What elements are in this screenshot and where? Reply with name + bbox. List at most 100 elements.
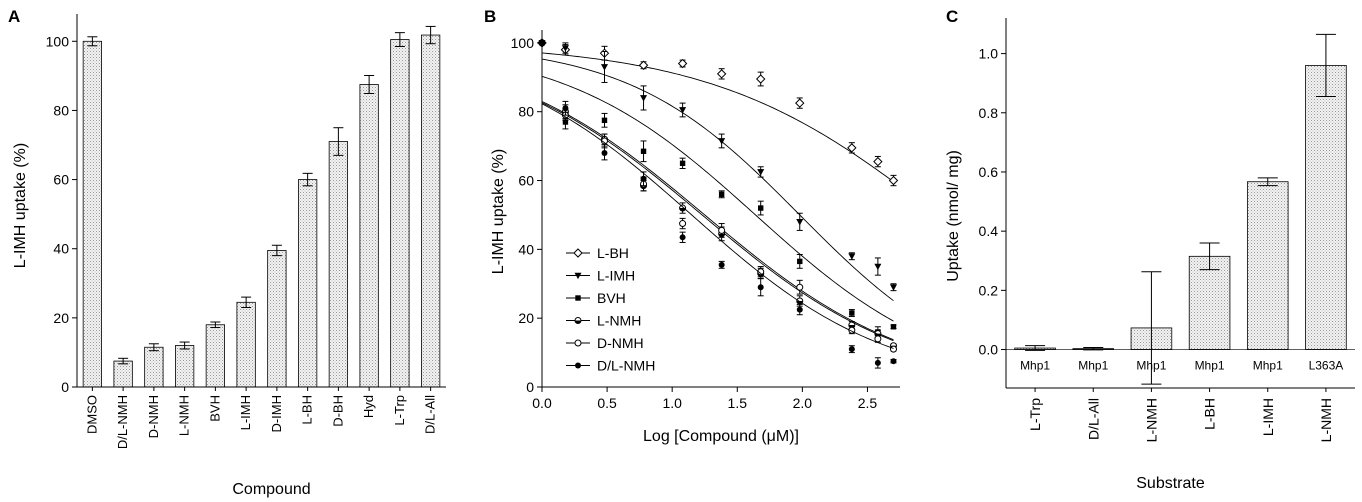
- fit-curve: [541, 103, 894, 349]
- y-axis-title: L-IMH uptake (%): [12, 143, 29, 268]
- panel-b-chart: 0 20 40 60 80 100 0.0 0.5 1.0 1.5 2.0 2.5 L-IMH upta…: [490, 30, 900, 445]
- x-axis-title: Compound: [232, 481, 310, 498]
- x-tick-label: L-NMH: [1318, 398, 1334, 442]
- x-tick-label: L-IMH: [1260, 398, 1276, 436]
- x-tick-label: Hyd: [361, 395, 376, 418]
- data-point: [889, 284, 897, 291]
- x-tick-label: L-BH: [300, 395, 315, 425]
- y-tick-label: 0: [526, 379, 534, 395]
- data-point: [796, 219, 804, 226]
- y-tick-label: 0.0: [979, 342, 999, 358]
- data-point: [848, 253, 856, 260]
- x-tick-label: D/L-NMH: [115, 395, 130, 449]
- data-point: [874, 335, 882, 343]
- y-tick-label: 1.0: [979, 46, 999, 62]
- legend-item: BVH: [566, 290, 626, 306]
- bar: [82, 40, 103, 388]
- data-point: [795, 98, 805, 108]
- fit-curve: [541, 102, 894, 342]
- bar: [174, 345, 195, 388]
- bar: [1305, 65, 1347, 350]
- data-point: [890, 324, 897, 330]
- bar-label: Mhp1: [1020, 359, 1050, 373]
- fit-curve: [541, 52, 894, 183]
- x-tick-label: 2.5: [858, 395, 878, 411]
- bar-label: Mhp1: [1253, 359, 1283, 373]
- legend-label: D/L-NMH: [597, 358, 655, 374]
- data-point: [757, 268, 765, 276]
- data-point: [640, 95, 648, 102]
- data-point: [574, 272, 582, 280]
- data-point: [677, 58, 688, 69]
- panel-label-c: C: [946, 7, 958, 26]
- x-tick-label: DMSO: [84, 395, 99, 434]
- y-tick-label: 20: [518, 310, 534, 326]
- data-point: [797, 258, 803, 265]
- data-point: [640, 148, 647, 154]
- y-tick-label: 40: [53, 241, 69, 257]
- data-point: [874, 359, 881, 366]
- data-point: [601, 117, 608, 124]
- data-point: [562, 105, 569, 112]
- data-point: [640, 175, 647, 182]
- bar: [328, 141, 348, 388]
- data-point: [600, 64, 608, 71]
- panel-label-a: A: [8, 7, 20, 26]
- data-point: [888, 175, 899, 186]
- y-tick-label: 0.8: [979, 105, 999, 121]
- fit-curve: [541, 75, 894, 322]
- x-tick-label: L-NMH: [1143, 398, 1159, 442]
- x-axis-title: Log [Compound (μM)]: [643, 428, 799, 445]
- bar-label: Mhp1: [1136, 359, 1166, 373]
- bar: [359, 84, 379, 388]
- x-tick-label: D-NMH: [146, 395, 161, 438]
- legend-label: L-BH: [597, 245, 629, 261]
- data-point: [718, 261, 725, 268]
- y-tick-label: 0.6: [979, 164, 999, 180]
- data-point: [718, 138, 726, 145]
- data-point: [849, 310, 855, 316]
- data-point: [755, 74, 766, 84]
- series-d-nmh: [538, 39, 897, 353]
- legend-item: D/L-NMH: [566, 358, 655, 374]
- data-point: [758, 205, 764, 211]
- panel-a-chart: DMSO D/L-NMH D-NMH L-NMH BVH L-IMH D-IMH L-BH D-…: [12, 14, 446, 498]
- x-tick-label: 1.0: [662, 395, 682, 411]
- x-tick-label: L-Trp: [1027, 398, 1043, 431]
- data-point: [796, 306, 803, 313]
- data-point: [718, 191, 725, 197]
- legend-item: L-BH: [566, 245, 629, 261]
- legend-label: L-NMH: [597, 313, 641, 329]
- y-axis-title: Uptake (nmol/ mg): [945, 150, 962, 282]
- x-tick-label: 1.5: [728, 395, 748, 411]
- bar: [1188, 255, 1231, 350]
- data-point: [679, 107, 687, 114]
- y-tick-label: 0.4: [979, 223, 999, 239]
- y-tick-label: 0.2: [979, 282, 999, 298]
- data-point: [601, 150, 608, 156]
- legend-item: D-NMH: [566, 335, 644, 351]
- data-point: [575, 295, 581, 301]
- bar: [144, 346, 164, 388]
- data-point: [757, 284, 764, 291]
- data-point: [847, 143, 857, 153]
- data-point: [873, 156, 883, 167]
- data-point: [716, 69, 727, 79]
- bar: [420, 34, 441, 388]
- y-axis-title: L-IMH uptake (%): [490, 149, 507, 274]
- x-tick-label: BVH: [207, 395, 222, 422]
- data-point: [848, 346, 855, 353]
- y-tick-label: 40: [518, 241, 534, 257]
- series-d-l-nmh: [539, 39, 897, 369]
- y-tick-label: 100: [46, 33, 70, 49]
- y-tick-label: 60: [53, 172, 69, 188]
- x-tick-label: 0.0: [532, 395, 552, 411]
- x-tick-label: L-IMH: [238, 395, 253, 430]
- panel-c-chart: Mhp1 L-Trp Mhp1 D/L-All Mhp1 L-NMH Mhp1 L-BH Mhp…: [945, 18, 1355, 492]
- y-tick-label: 60: [518, 173, 534, 189]
- x-tick-label: D-BH: [330, 395, 345, 427]
- data-point: [638, 60, 649, 70]
- bar: [205, 324, 225, 388]
- y-tick-label: 100: [511, 35, 535, 51]
- data-point: [890, 358, 897, 365]
